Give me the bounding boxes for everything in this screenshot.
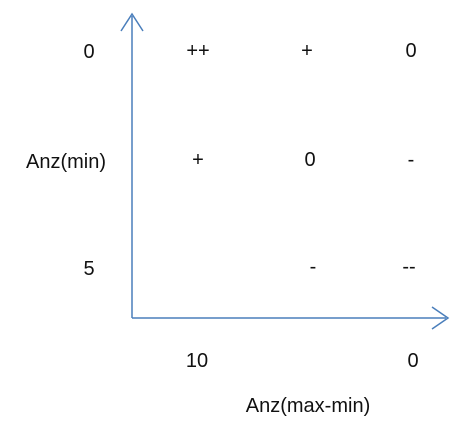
x-axis-arrowhead [431,306,450,330]
cell-bottom-right: -- [402,256,416,278]
y-tick-bottom: 5 [83,258,95,280]
cell-top-right: 0 [405,40,417,62]
cell-top-left: ++ [186,40,210,62]
cell-top-center: + [301,40,313,62]
y-tick-middle: Anz(min) [25,151,107,173]
y-tick-top: 0 [83,41,95,63]
cell-middle-center: 0 [304,149,316,171]
cell-middle-right: - [407,149,415,171]
x-axis-label: Anz(max-min) [245,395,371,417]
x-tick-right: 0 [407,350,419,372]
x-tick-left: 10 [185,350,209,372]
cell-middle-left: + [192,149,204,171]
cell-bottom-center: - [309,256,317,278]
y-axis-arrowhead [120,12,144,32]
